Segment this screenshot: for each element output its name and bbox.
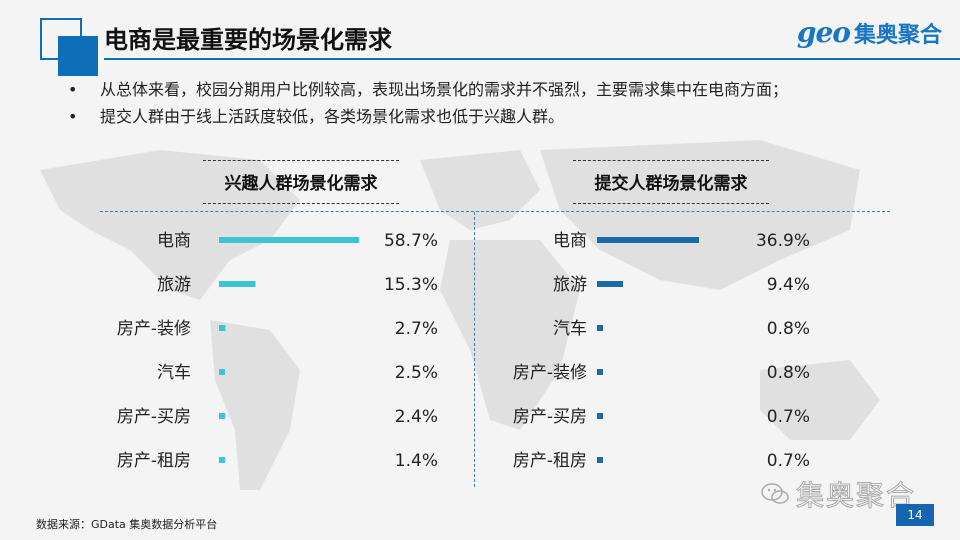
submit-bar — [597, 457, 603, 463]
interest-value-label: 58.7% — [384, 231, 438, 251]
submit-value-label: 0.7% — [767, 451, 810, 471]
submit-category-label: 旅游 — [553, 275, 587, 295]
filled-square — [58, 36, 98, 76]
interest-bar — [219, 237, 359, 243]
submit-bar — [597, 325, 603, 331]
interest-bar — [219, 325, 226, 331]
interest-category-label: 房产-装修 — [117, 319, 191, 339]
brand-logo: geo 集奥聚合 — [797, 16, 942, 49]
vertical-divider — [474, 212, 475, 487]
wechat-icon — [761, 483, 789, 504]
data-source: 数据来源：GData 集奥数据分析平台 — [36, 518, 218, 531]
interest-bar — [219, 369, 225, 375]
brand-cn-text: 集奥聚合 — [853, 23, 942, 48]
interest-category-label: 房产-买房 — [117, 407, 191, 427]
interest-value-label: 1.4% — [395, 451, 438, 471]
horizontal-divider — [100, 211, 890, 212]
interest-category-label: 房产-租房 — [117, 451, 191, 471]
wechat-watermark: 集奥聚合 — [760, 474, 916, 514]
interest-bar — [219, 413, 225, 419]
submit-value-label: 0.8% — [767, 319, 810, 339]
summary-bullets: 从总体来看，校园分期用户比例较高，表现出场景化的需求并不强烈，主要需求集中在电商… — [68, 76, 788, 130]
interest-bar — [219, 457, 225, 463]
interest-bar — [219, 281, 256, 287]
bullet-item: 提交人群由于线上活跃度较低，各类场景化需求也低于兴趣人群。 — [68, 103, 788, 130]
submit-category-label: 电商 — [553, 231, 587, 251]
interest-value-label: 2.5% — [395, 363, 438, 383]
watermark-text: 集奥聚合 — [795, 479, 917, 513]
submit-category-label: 房产-租房 — [513, 451, 587, 471]
submit-value-label: 0.7% — [767, 407, 810, 427]
brand-geo-text: geo — [796, 16, 851, 49]
submit-category-label: 房产-装修 — [513, 363, 587, 383]
submit-bar — [597, 369, 603, 375]
interest-chart-title: 兴趣人群场景化需求 — [203, 160, 399, 204]
submit-category-label: 汽车 — [553, 319, 587, 339]
submit-bar — [597, 237, 699, 243]
title-underline — [104, 58, 960, 60]
submit-bar — [597, 413, 603, 419]
interest-category-label: 旅游 — [157, 275, 191, 295]
submit-chart-title: 提交人群场景化需求 — [573, 160, 769, 204]
submit-category-label: 房产-买房 — [513, 407, 587, 427]
submit-value-label: 36.9% — [756, 231, 810, 251]
logo-squares-decoration — [40, 18, 100, 78]
submit-bar — [597, 281, 623, 287]
submit-value-label: 9.4% — [767, 275, 810, 295]
world-map-background — [40, 140, 880, 490]
interest-category-label: 汽车 — [157, 363, 191, 383]
interest-value-label: 2.7% — [395, 319, 438, 339]
page-title: 电商是最重要的场景化需求 — [104, 26, 392, 54]
bullet-item: 从总体来看，校园分期用户比例较高，表现出场景化的需求并不强烈，主要需求集中在电商… — [68, 76, 788, 103]
interest-value-label: 2.4% — [395, 407, 438, 427]
interest-category-label: 电商 — [157, 231, 191, 251]
interest-value-label: 15.3% — [384, 275, 438, 295]
page-number: 14 — [896, 504, 934, 526]
submit-value-label: 0.8% — [767, 363, 810, 383]
